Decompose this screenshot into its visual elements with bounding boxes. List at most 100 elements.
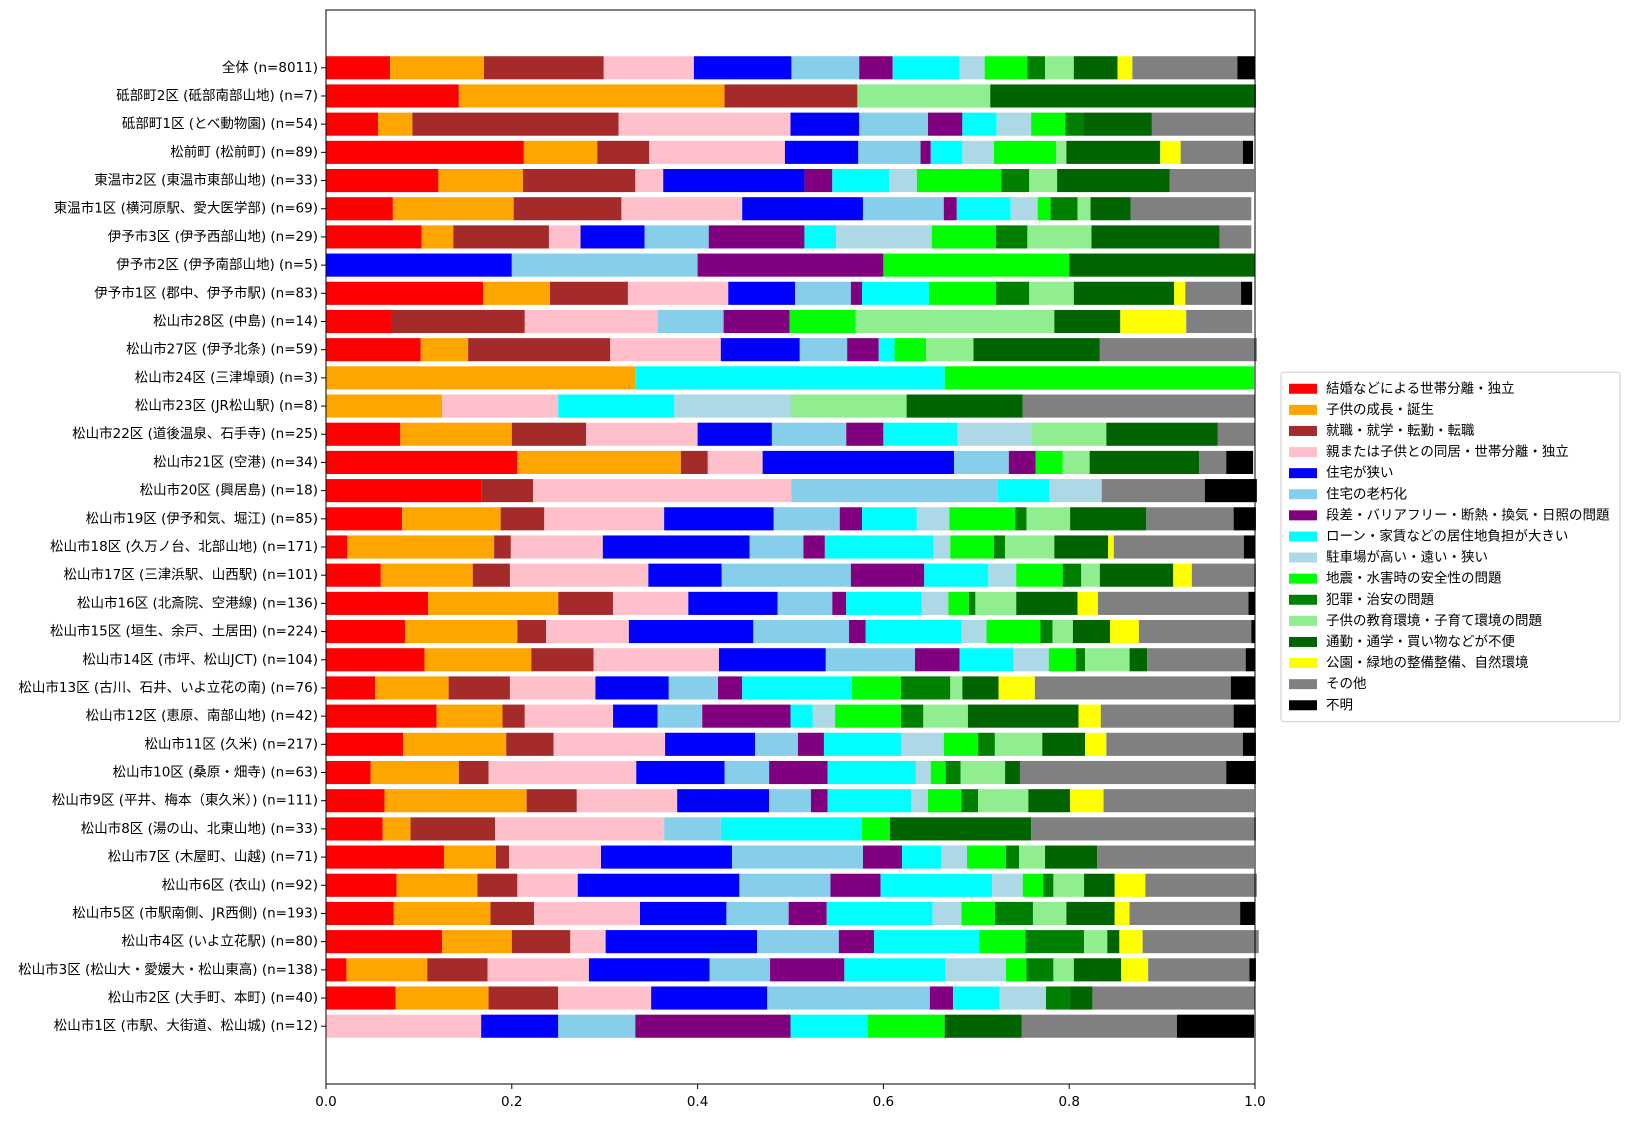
bar-segment <box>326 309 392 334</box>
bar-segment <box>548 225 581 249</box>
bar-segment <box>892 56 960 80</box>
bar-segment <box>412 112 619 136</box>
bar-segment <box>436 704 503 728</box>
bar-segment <box>790 394 907 418</box>
bar-segment <box>483 281 550 305</box>
bar-segment <box>916 168 1002 193</box>
bar-segment <box>789 309 856 334</box>
legend-label: 公園・緑地の整備整備、自然環境 <box>1326 654 1529 671</box>
bar-segment <box>889 817 1032 841</box>
legend-swatch <box>1289 447 1317 458</box>
y-tick-label: 松山市3区 (松山大・愛媛大・松山東高) (n=138) <box>18 961 318 978</box>
y-tick-label: 松山市2区 (大手町、本町) (n=40) <box>108 989 318 1006</box>
bar-segment <box>558 591 614 615</box>
bar-segment <box>487 958 589 982</box>
bar-segment <box>396 873 478 897</box>
bar-segment <box>839 507 863 531</box>
bar-segment <box>790 112 860 136</box>
bar-segment <box>920 140 931 164</box>
bar-segment <box>1176 1014 1255 1038</box>
bar-segment <box>865 620 962 644</box>
bar-segment <box>1120 309 1187 334</box>
bar-segment <box>665 732 756 756</box>
bar-segment <box>375 676 449 700</box>
bar-segment <box>1077 197 1091 221</box>
bar-segment <box>458 84 725 108</box>
bar-segment <box>962 140 994 164</box>
bar-segment <box>957 422 1033 446</box>
bar-segment <box>791 479 998 503</box>
bar-segment <box>610 338 721 362</box>
bar-segment <box>723 309 790 334</box>
bar-segment <box>1042 732 1085 756</box>
bar-segment <box>959 56 985 80</box>
y-tick-label: 松山市23区 (JR松山駅) (n=8) <box>135 397 318 414</box>
bar-segment <box>1226 760 1256 785</box>
bar-segment <box>709 958 771 982</box>
bar-segment <box>1251 620 1255 644</box>
y-tick-label: 伊予市2区 (伊予南部山地) (n=5) <box>116 256 318 273</box>
bar-segment <box>1245 648 1255 672</box>
bar-segment <box>1043 873 1054 897</box>
bar-segment <box>1173 563 1192 587</box>
bar-segment <box>846 591 922 615</box>
y-tick-label: 松山市8区 (湯の山、北東山地) (n=33) <box>81 820 318 837</box>
bar-segment <box>959 648 1014 672</box>
bar-segment <box>326 563 381 587</box>
legend-swatch <box>1289 573 1317 584</box>
bar-segment <box>1066 901 1115 926</box>
bar-segment <box>664 817 721 841</box>
bar-segment <box>490 901 535 926</box>
bar-segment <box>1160 140 1181 164</box>
bar-segment <box>1091 225 1220 249</box>
bar-segment <box>1006 958 1027 982</box>
bar-segment <box>862 845 902 869</box>
legend-label: 不明 <box>1326 697 1353 713</box>
x-tick-label: 0.2 <box>501 1094 522 1110</box>
legend-label: 駐車場が高い・遠い・狭い <box>1326 549 1488 566</box>
y-tick-label: 東温市2区 (東温市東部山地) (n=33) <box>94 172 318 189</box>
bar-segment <box>326 112 379 136</box>
legend-swatch <box>1289 679 1317 690</box>
y-tick-label: 全体 (n=8011) <box>222 59 318 76</box>
bar-segment <box>825 648 915 672</box>
bar-segment <box>1057 168 1170 193</box>
bar-segment <box>1073 958 1122 982</box>
bar-segment <box>635 1014 791 1038</box>
bar-segment <box>1069 253 1255 277</box>
bar-segment <box>1204 479 1257 503</box>
bar-segment <box>862 817 890 841</box>
bar-segment <box>693 56 792 80</box>
bar-segment <box>769 789 811 813</box>
bar-segment <box>326 225 422 249</box>
x-tick-label: 0.8 <box>1058 1094 1079 1110</box>
y-tick-label: 松山市1区 (市駅、大街道、松山城) (n=12) <box>54 1017 318 1034</box>
bar-segment <box>488 986 559 1010</box>
bar-segment <box>1248 591 1255 615</box>
legend-swatch <box>1289 510 1317 521</box>
bar-segment <box>769 760 828 785</box>
bar-segment <box>326 732 404 756</box>
bar-segment <box>827 760 916 785</box>
bar-segment <box>1108 535 1114 559</box>
bar-segment <box>923 704 968 728</box>
bar-segment <box>570 930 606 954</box>
bar-segment <box>1062 450 1090 474</box>
bar-segment <box>790 704 813 728</box>
bar-segment <box>1006 845 1020 869</box>
bar-segment <box>677 789 770 813</box>
bar-segment <box>1073 281 1175 305</box>
bar-segment <box>827 789 912 813</box>
bar-segment <box>326 591 429 615</box>
bar-segment <box>483 56 604 80</box>
bar-segment <box>326 704 437 728</box>
bar-segment <box>847 338 879 362</box>
bar-segment <box>708 225 805 249</box>
bar-segment <box>961 789 979 813</box>
bar-segment <box>924 563 989 587</box>
bar-segment <box>1034 676 1231 700</box>
bar-segment <box>742 676 852 700</box>
bar-segment <box>855 309 1055 334</box>
bar-segment <box>458 760 489 785</box>
